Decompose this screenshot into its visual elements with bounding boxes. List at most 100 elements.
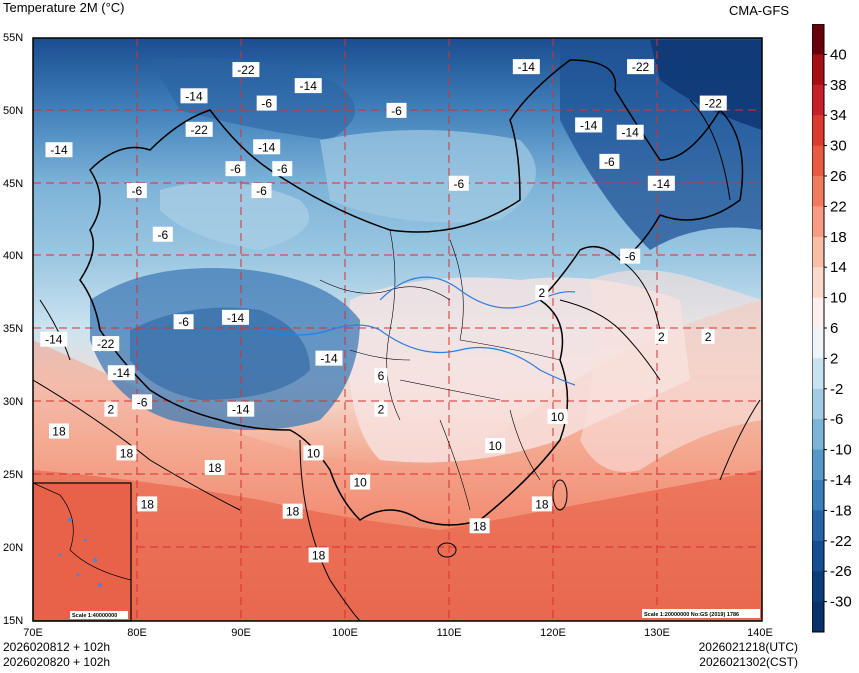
colorbar-label: -26	[830, 563, 852, 580]
contour-label-box	[253, 139, 281, 155]
coastline	[32, 99, 761, 622]
contour-label: -6	[230, 162, 241, 176]
colorbar-label: 30	[830, 138, 847, 155]
contour-label: -14	[258, 140, 276, 154]
colorbar-label: -14	[830, 472, 852, 489]
lat-labels: 55N 50N 45N 40N 35N 30N 25N 20N 15N	[3, 32, 23, 627]
contour-label: -22	[190, 123, 208, 137]
contour-label-box	[256, 95, 277, 111]
contour-label-box	[251, 183, 272, 199]
colorbar-swatch	[812, 388, 824, 420]
contour-label-box	[535, 285, 549, 301]
colorbar-label: 26	[830, 168, 847, 185]
hainan-island	[437, 542, 457, 558]
contour-label: -6	[261, 97, 272, 111]
contour-label-box	[204, 459, 225, 475]
contour-label: -22	[97, 337, 115, 351]
contour-label: 10	[551, 410, 565, 424]
contour-label-box	[40, 331, 68, 347]
contour-label-box	[180, 88, 208, 104]
contour-label-box	[599, 153, 620, 169]
contour-label: -6	[625, 250, 636, 264]
contour-label: -14	[227, 311, 245, 325]
colorbar-swatch	[812, 358, 824, 390]
contour-label: -6	[256, 184, 267, 198]
contour-label-box	[512, 59, 540, 75]
colorbar-swatch	[812, 480, 824, 511]
contour-label-box	[225, 161, 246, 177]
lon-labels: 70E 80E 90E 100E 110E 120E 130E 140E	[23, 627, 773, 639]
contour-label-box	[531, 496, 552, 512]
contour-label: 18	[535, 497, 549, 511]
colorbar-label: 2	[830, 350, 838, 367]
contour-label: 18	[286, 505, 300, 519]
valid-time-cst: 2026021302(CST)	[699, 655, 798, 669]
contour-label: 18	[120, 446, 134, 460]
colorbar-swatch	[812, 84, 824, 116]
rivers	[259, 276, 576, 386]
contour-label: -6	[178, 315, 189, 329]
lat-label: 45N	[3, 178, 23, 190]
taiwan-island	[552, 479, 568, 511]
contour-label-box	[654, 328, 668, 344]
contour-label-box	[132, 394, 153, 410]
contour-label-box	[45, 142, 73, 158]
valid-time-utc: 2026021218(UTC)	[698, 640, 798, 654]
contour-label: -22	[237, 63, 255, 77]
contour-label: -14	[580, 118, 598, 132]
contour-label: -6	[157, 228, 168, 242]
colorbar-swatch	[812, 297, 824, 329]
contour-label: -22	[632, 60, 650, 74]
lon-label: 140E	[747, 627, 773, 639]
contour-label: -6	[132, 184, 143, 198]
lat-label: 50N	[3, 105, 23, 117]
colorbar-label: -6	[830, 411, 843, 428]
contour-label: -6	[453, 177, 464, 191]
hot-region	[33, 470, 762, 621]
china-border	[79, 59, 744, 526]
contour-label: 2	[705, 330, 712, 344]
lat-label: 55N	[3, 32, 23, 44]
colorbar-swatch	[812, 601, 824, 633]
contour-label-box	[92, 336, 120, 352]
contour-label-box	[227, 401, 255, 417]
contour-label: -22	[705, 97, 723, 111]
northeast-core-region	[650, 40, 762, 130]
colorbar-label: -18	[830, 502, 852, 519]
contour-label-box	[48, 423, 69, 439]
colorbar-swatch	[812, 540, 824, 572]
main-scale-label: Scale 1:20000000 No:GS (2019) 1786	[644, 612, 739, 618]
contour-label: -6	[277, 162, 288, 176]
contour-label-box	[173, 314, 194, 330]
contour-label-box	[627, 59, 655, 75]
contour-labels: -22-14-6-14-6-14 -22-14-22-14-22-14-6 -6-6…	[40, 59, 727, 563]
lat-label: 35N	[3, 323, 23, 335]
contour-label-box	[308, 547, 329, 563]
colorbar-swatch	[812, 236, 824, 268]
colorbar-swatch	[812, 115, 824, 147]
contour-label: 10	[488, 439, 502, 453]
contour-label: 10	[353, 476, 367, 490]
contour-label-box	[222, 309, 250, 325]
contour-label: -6	[391, 104, 402, 118]
contour-label-box	[104, 401, 118, 417]
contour-label-box	[386, 102, 407, 118]
contour-label-box	[374, 368, 388, 384]
contour-label-box	[282, 503, 303, 519]
contour-label-box	[699, 95, 727, 111]
lon-label: 130E	[644, 627, 670, 639]
chart-title: Temperature 2M (°C)	[3, 0, 125, 15]
contour-label: 18	[141, 497, 155, 511]
contour-label-box	[232, 62, 260, 78]
contour-label-box	[485, 438, 506, 454]
lon-label: 110E	[437, 627, 462, 639]
colorbar: 40 38 34 30 26 22 18 14 10 6 2 -2 -6 -10 -14 -18 -22 -26 -…	[812, 24, 852, 633]
colorbar-label: -22	[830, 533, 852, 550]
contour-label: 2	[378, 403, 385, 417]
contour-label-box	[126, 183, 147, 199]
contour-label: 18	[52, 425, 66, 439]
contour-label-box	[616, 124, 644, 140]
contour-label: -14	[653, 177, 671, 191]
contour-label: 18	[208, 461, 222, 475]
lon-label: 70E	[23, 627, 43, 639]
